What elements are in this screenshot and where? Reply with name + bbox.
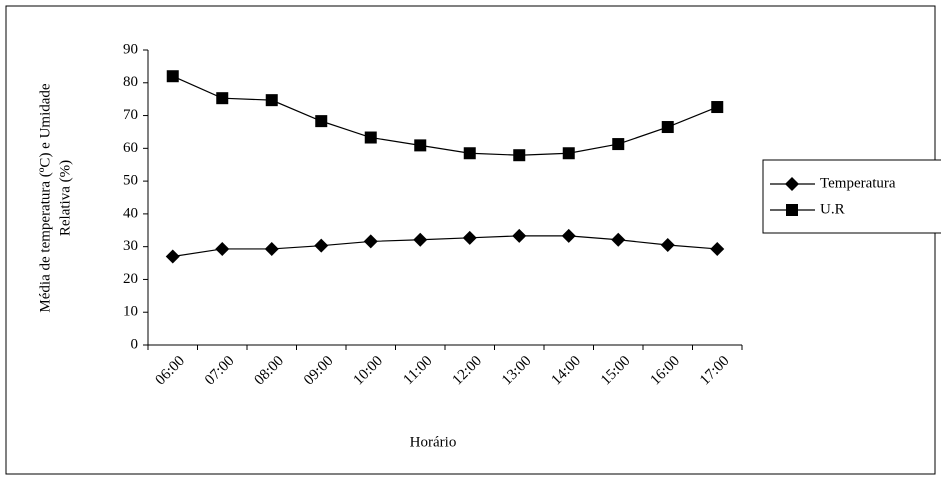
y-tick-label: 50 bbox=[123, 173, 138, 189]
point-marker bbox=[661, 121, 674, 134]
point-marker bbox=[216, 92, 229, 105]
y-tick-label: 90 bbox=[123, 41, 138, 57]
point-marker bbox=[413, 232, 428, 247]
point-marker bbox=[363, 234, 378, 249]
point-marker bbox=[314, 238, 329, 253]
point-marker bbox=[711, 101, 724, 114]
point-marker bbox=[462, 230, 477, 245]
point-marker bbox=[562, 147, 575, 160]
point-marker bbox=[463, 147, 476, 160]
point-marker bbox=[512, 228, 527, 243]
point-marker bbox=[414, 139, 427, 152]
y-tick-label: 0 bbox=[131, 336, 139, 352]
point-marker bbox=[513, 149, 526, 162]
y-tick-label: 30 bbox=[123, 238, 138, 254]
point-marker bbox=[165, 249, 180, 264]
legend-label: Temperatura bbox=[820, 175, 896, 191]
point-marker bbox=[364, 131, 377, 144]
point-marker bbox=[612, 138, 625, 151]
y-tick-label: 70 bbox=[123, 107, 138, 123]
point-marker bbox=[660, 238, 675, 253]
y-tick-label: 40 bbox=[123, 205, 138, 221]
legend-marker bbox=[786, 204, 798, 216]
legend-box bbox=[762, 159, 941, 234]
point-marker bbox=[710, 241, 725, 256]
legend-marker bbox=[785, 177, 799, 191]
y-axis-title: Relativa (%) bbox=[57, 160, 73, 236]
y-axis-title: Média de temperatura (ºC) e Umidade bbox=[37, 83, 53, 312]
point-marker bbox=[611, 232, 626, 247]
y-tick-label: 20 bbox=[123, 271, 138, 287]
y-tick-label: 10 bbox=[123, 304, 138, 320]
series-line bbox=[172, 75, 718, 156]
legend-label: U.R bbox=[820, 201, 845, 217]
point-marker bbox=[215, 241, 230, 256]
point-marker bbox=[561, 228, 576, 243]
series-line bbox=[172, 235, 718, 258]
y-tick-label: 80 bbox=[123, 74, 138, 90]
y-tick-label: 60 bbox=[123, 140, 138, 156]
point-marker bbox=[315, 115, 328, 128]
point-marker bbox=[264, 241, 279, 256]
x-axis-title: Horário bbox=[410, 434, 457, 450]
point-marker bbox=[166, 70, 179, 83]
point-marker bbox=[265, 94, 278, 107]
